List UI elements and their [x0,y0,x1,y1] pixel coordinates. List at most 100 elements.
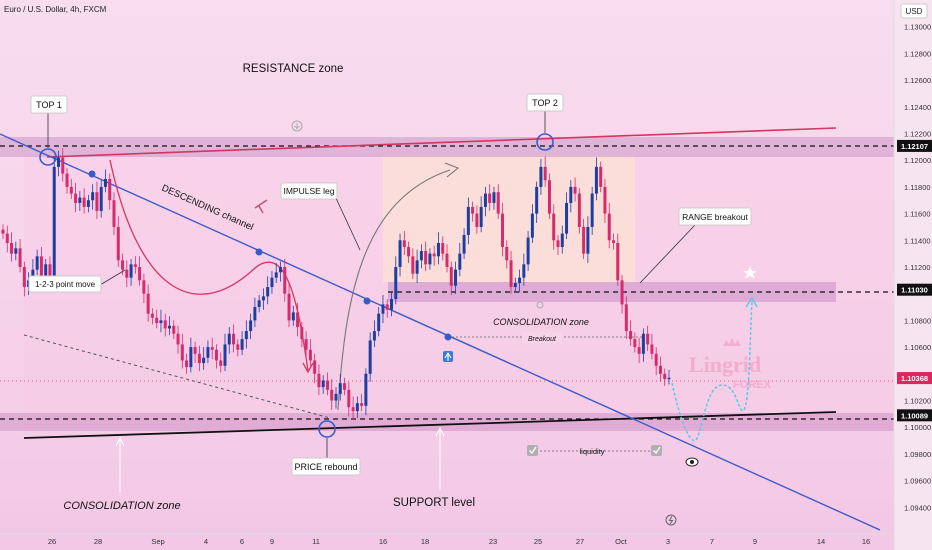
breakout-label: Breakout [528,336,557,343]
candle-bull [240,339,244,350]
candle-bear [69,186,73,194]
consolidation-bottom-arrowhead [115,436,125,447]
candle-bull [535,186,539,214]
candle-bear [150,313,154,318]
candle-bear [411,256,415,274]
candle-bull [594,166,598,194]
candle-bull [35,256,39,270]
x-tick-label: 9 [753,537,757,546]
candle-bear [475,213,479,227]
candle-bear [658,365,662,374]
point-move-label: 1-2-3 point move [35,280,96,289]
candle-bull [338,383,342,394]
top2-label: TOP 2 [532,98,558,108]
candle-bull [560,233,564,247]
y-tick-label: 1.09600 [904,477,931,486]
candle-bear [304,339,308,350]
x-tick-label: 26 [48,537,56,546]
candle-bear [650,344,654,354]
candle-bull [206,347,210,358]
candle-bear [300,327,304,340]
x-tick-label: Sep [151,537,164,546]
candle-bear [39,256,43,278]
channel-point-3 [363,297,371,305]
candle-bear [509,260,513,288]
lightning-icon [665,514,677,526]
support-trendline [23,411,837,439]
price-tag-bg [897,409,932,422]
candle-bull [377,313,381,332]
candle-bull [590,193,594,227]
candle-bear [607,213,611,241]
y-tick-label: 1.12600 [904,76,931,85]
check-glyph-left [529,446,537,455]
candle-bull [249,320,253,332]
candle-bear [214,349,218,361]
candle-bull [44,264,48,278]
candle-bear [210,347,214,350]
y-tick-label: 1.12800 [904,49,931,58]
candle-bear [10,242,14,254]
candle-bear [138,267,142,281]
candle-bull [641,333,645,354]
breakout-point [444,333,452,341]
range-breakout-pointer [639,224,696,284]
candle-bear [624,304,628,332]
candle-bear [620,280,624,305]
candle-bear [193,347,197,354]
candle-bear [501,213,504,247]
candle-bull [462,234,466,254]
price-tags: 1.12107 1.11030 1.10368 1.10089 [897,139,932,422]
candle-bull [390,299,393,310]
candle-bull [257,300,261,308]
y-tick-label: 1.09400 [904,503,931,512]
x-tick-label: 6 [240,537,244,546]
consolidation-zone-band [388,282,836,302]
candle-bear [637,347,641,354]
x-tick-label: 4 [204,537,208,546]
candle-bear [573,186,577,194]
x-tick-label: 23 [489,537,497,546]
breakout-box [522,332,562,343]
candle-bear [343,383,347,390]
candle-bull [52,166,56,281]
support-zone-band [0,413,894,431]
candle-bear [1,229,5,234]
candle-bull [565,202,569,234]
x-tick-label: 16 [379,537,387,546]
candle-bull [270,277,274,288]
down-arrow-icon [291,120,303,132]
candle-bear [142,280,146,294]
candle-bull [202,357,206,364]
currency-badge[interactable] [900,3,928,19]
x-tick-label: 18 [421,537,429,546]
candle-bull [168,325,171,329]
liquidity-label: liquidity [579,447,604,456]
top1-label: TOP 1 [36,100,62,110]
candle-bull [526,237,530,265]
rebound-box [291,457,361,476]
price-tag-label: 1.10368 [901,374,928,383]
candle-bull [492,192,496,203]
currency-label: USD [906,7,923,16]
resistance-zone-band [0,137,894,157]
candle-bull [458,253,462,270]
x-tick-label: 16 [862,537,870,546]
price-axis-bg [894,0,932,550]
y-tick-label: 1.11600 [904,210,931,219]
x-tick-label: 14 [817,537,825,546]
candle-bear [18,248,22,267]
support-arrowhead [435,426,445,437]
candle-bull [368,340,372,374]
candle-bull [99,186,103,211]
range-breakout-label: RANGE breakout [682,212,748,222]
candle-bear [219,360,223,366]
candle-bear [133,264,137,267]
candle-bull [419,250,423,261]
x-tick-label: Oct [615,537,628,546]
consolidation-mid-label: CONSOLIDATION zone [493,317,589,327]
candle-bear [599,166,603,187]
candle-bear [325,380,329,390]
projection-arrowhead [745,296,758,308]
